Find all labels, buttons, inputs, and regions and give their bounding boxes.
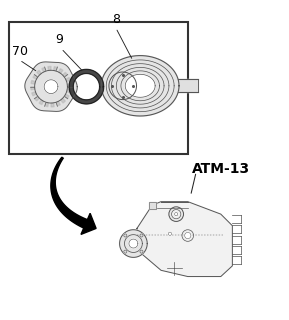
Circle shape [124, 234, 127, 237]
Text: 9: 9 [56, 33, 64, 46]
Circle shape [168, 232, 172, 235]
Polygon shape [58, 68, 63, 73]
Bar [149, 202, 156, 209]
Polygon shape [101, 56, 179, 116]
Polygon shape [67, 89, 71, 93]
Polygon shape [25, 62, 77, 111]
Bar [9, 22, 188, 154]
Circle shape [172, 210, 181, 219]
Polygon shape [51, 157, 87, 228]
Polygon shape [32, 92, 36, 96]
Polygon shape [64, 94, 69, 99]
Polygon shape [31, 80, 36, 84]
Polygon shape [61, 98, 65, 103]
Polygon shape [44, 80, 58, 93]
Polygon shape [51, 103, 54, 107]
Polygon shape [33, 75, 38, 79]
Text: 70: 70 [12, 45, 28, 58]
Polygon shape [35, 96, 39, 101]
Polygon shape [69, 69, 104, 104]
Circle shape [169, 207, 184, 221]
Polygon shape [63, 72, 67, 77]
Polygon shape [53, 67, 57, 71]
Circle shape [140, 234, 143, 237]
Polygon shape [45, 102, 49, 107]
Circle shape [175, 212, 178, 216]
Text: ATM-13: ATM-13 [192, 162, 250, 176]
Polygon shape [177, 79, 198, 92]
Polygon shape [31, 87, 35, 90]
Text: 8: 8 [112, 13, 120, 26]
Polygon shape [48, 67, 51, 70]
Circle shape [124, 250, 127, 253]
Polygon shape [120, 230, 147, 257]
Polygon shape [66, 77, 70, 82]
Polygon shape [39, 100, 44, 105]
Polygon shape [81, 213, 96, 235]
Circle shape [185, 232, 191, 239]
Polygon shape [125, 74, 155, 97]
Polygon shape [129, 239, 138, 248]
Polygon shape [56, 101, 60, 106]
Bar [149, 202, 156, 209]
Polygon shape [37, 70, 41, 75]
Polygon shape [137, 202, 232, 276]
Circle shape [140, 250, 143, 253]
Circle shape [182, 230, 194, 241]
Polygon shape [67, 84, 71, 87]
Polygon shape [42, 68, 46, 72]
